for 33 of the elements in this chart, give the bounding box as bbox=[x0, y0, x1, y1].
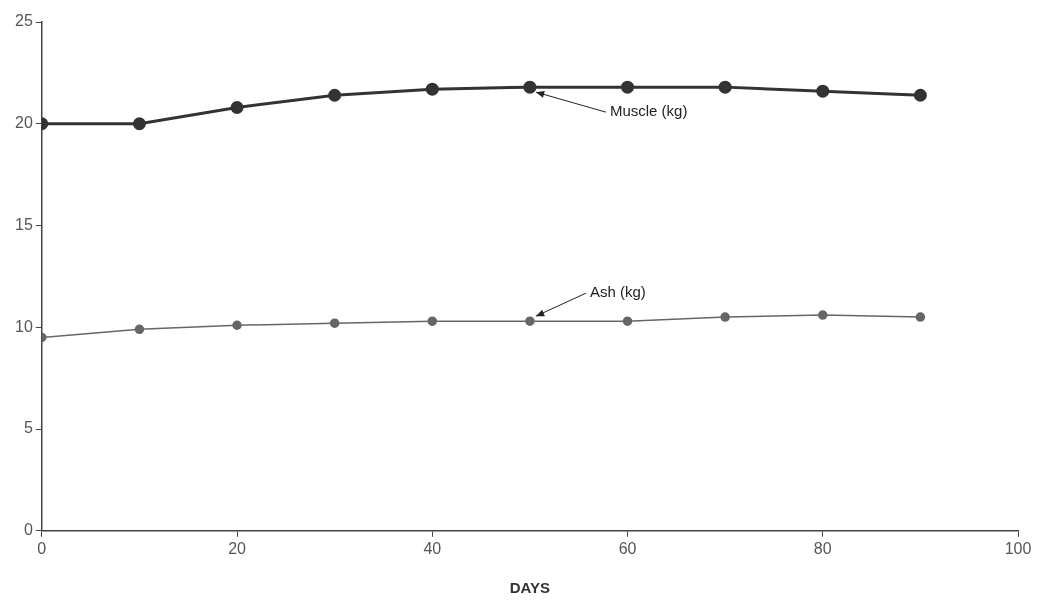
point bbox=[816, 84, 830, 98]
point bbox=[134, 324, 145, 335]
y-tick-label: 25 bbox=[15, 12, 33, 30]
y-tick-label: 15 bbox=[15, 215, 33, 233]
point bbox=[718, 80, 732, 94]
x-tick-label: 40 bbox=[423, 539, 442, 557]
y-tick-label: 20 bbox=[15, 114, 33, 132]
point bbox=[425, 82, 439, 96]
point bbox=[622, 316, 633, 326]
x-tick-label: 0 bbox=[37, 539, 47, 557]
annotation: Muscle (kg) bbox=[609, 102, 688, 120]
x-tick-label: 80 bbox=[813, 539, 832, 557]
point bbox=[525, 316, 535, 326]
point bbox=[329, 318, 340, 328]
point bbox=[621, 80, 635, 94]
x-axis-title: DAYS bbox=[509, 579, 551, 597]
point bbox=[230, 100, 244, 114]
y-tick-label: 10 bbox=[15, 317, 33, 335]
point bbox=[232, 320, 242, 330]
x-tick-label: 20 bbox=[228, 539, 247, 557]
point bbox=[132, 117, 146, 131]
y-tick-label: 5 bbox=[23, 419, 33, 437]
annotation: Ash (kg) bbox=[589, 283, 646, 301]
point bbox=[328, 88, 342, 102]
point bbox=[915, 312, 926, 322]
point bbox=[913, 88, 927, 102]
point bbox=[523, 80, 537, 94]
point bbox=[818, 310, 828, 320]
point bbox=[720, 312, 730, 322]
x-tick-label: 100 bbox=[1004, 539, 1032, 557]
y-tick-label: 0 bbox=[23, 521, 33, 539]
x-tick-label: 60 bbox=[618, 539, 637, 557]
point bbox=[427, 316, 438, 326]
